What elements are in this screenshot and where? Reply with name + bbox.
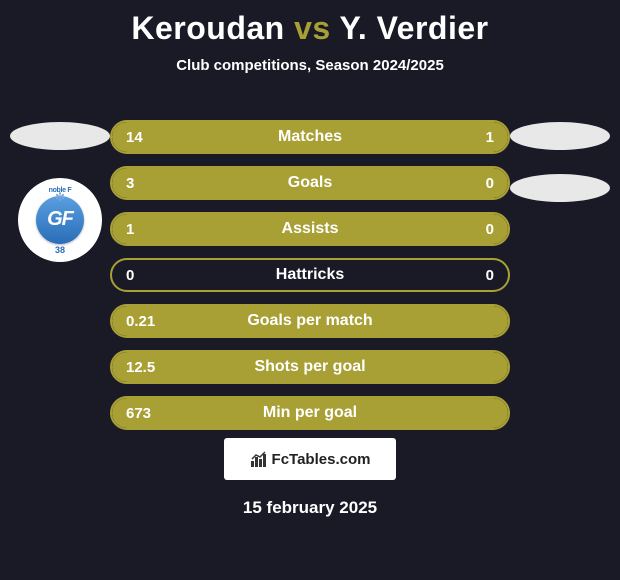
stat-row: 673 Min per goal [110, 396, 510, 430]
stat-label: Assists [282, 220, 339, 238]
stat-row: 0 0 Hattricks [110, 258, 510, 292]
stat-value-left: 3 [126, 175, 134, 192]
snowflake-icon: ✻ [55, 190, 65, 204]
badge-num: 38 [55, 245, 65, 255]
stat-row: 1 0 Assists [110, 212, 510, 246]
stat-value-left: 0 [126, 267, 134, 284]
stat-value-left: 0.21 [126, 313, 155, 330]
stat-label: Matches [278, 128, 342, 146]
stat-value-right: 0 [486, 175, 494, 192]
stat-label: Shots per goal [254, 358, 365, 376]
stat-bars: 14 1 Matches 3 0 Goals 1 0 Assists 0 0 Hattricks 0.2… [110, 120, 510, 442]
player1-name: Keroudan [131, 10, 284, 46]
stat-label: Hattricks [276, 266, 344, 284]
stat-label: Min per goal [263, 404, 357, 422]
stat-row: 3 0 Goals [110, 166, 510, 200]
stat-value-left: 14 [126, 129, 143, 146]
vs-text: vs [294, 10, 331, 46]
badge-gf: GF [47, 208, 73, 231]
watermark: FcTables.com [224, 438, 396, 480]
placeholder-top-left [10, 122, 110, 150]
stat-value-left: 1 [126, 221, 134, 238]
stat-value-left: 12.5 [126, 359, 155, 376]
stat-row: 12.5 Shots per goal [110, 350, 510, 384]
stat-value-left: 673 [126, 405, 151, 422]
stat-row: 0.21 Goals per match [110, 304, 510, 338]
watermark-text: FcTables.com [272, 451, 371, 468]
stat-row: 14 1 Matches [110, 120, 510, 154]
stat-label: Goals [288, 174, 332, 192]
stat-value-right: 0 [486, 221, 494, 238]
stat-value-right: 1 [486, 129, 494, 146]
placeholder-mid-right [510, 174, 610, 202]
date-text: 15 february 2025 [243, 498, 377, 518]
placeholder-top-right [510, 122, 610, 150]
stat-label: Goals per match [247, 312, 372, 330]
player2-name: Y. Verdier [340, 10, 489, 46]
club-badge-left: noble F ✻ GF 38 [18, 178, 102, 262]
chart-icon [250, 450, 268, 468]
stat-value-right: 0 [486, 267, 494, 284]
comparison-title: Keroudan vs Y. Verdier [0, 0, 620, 47]
subtitle: Club competitions, Season 2024/2025 [0, 57, 620, 74]
